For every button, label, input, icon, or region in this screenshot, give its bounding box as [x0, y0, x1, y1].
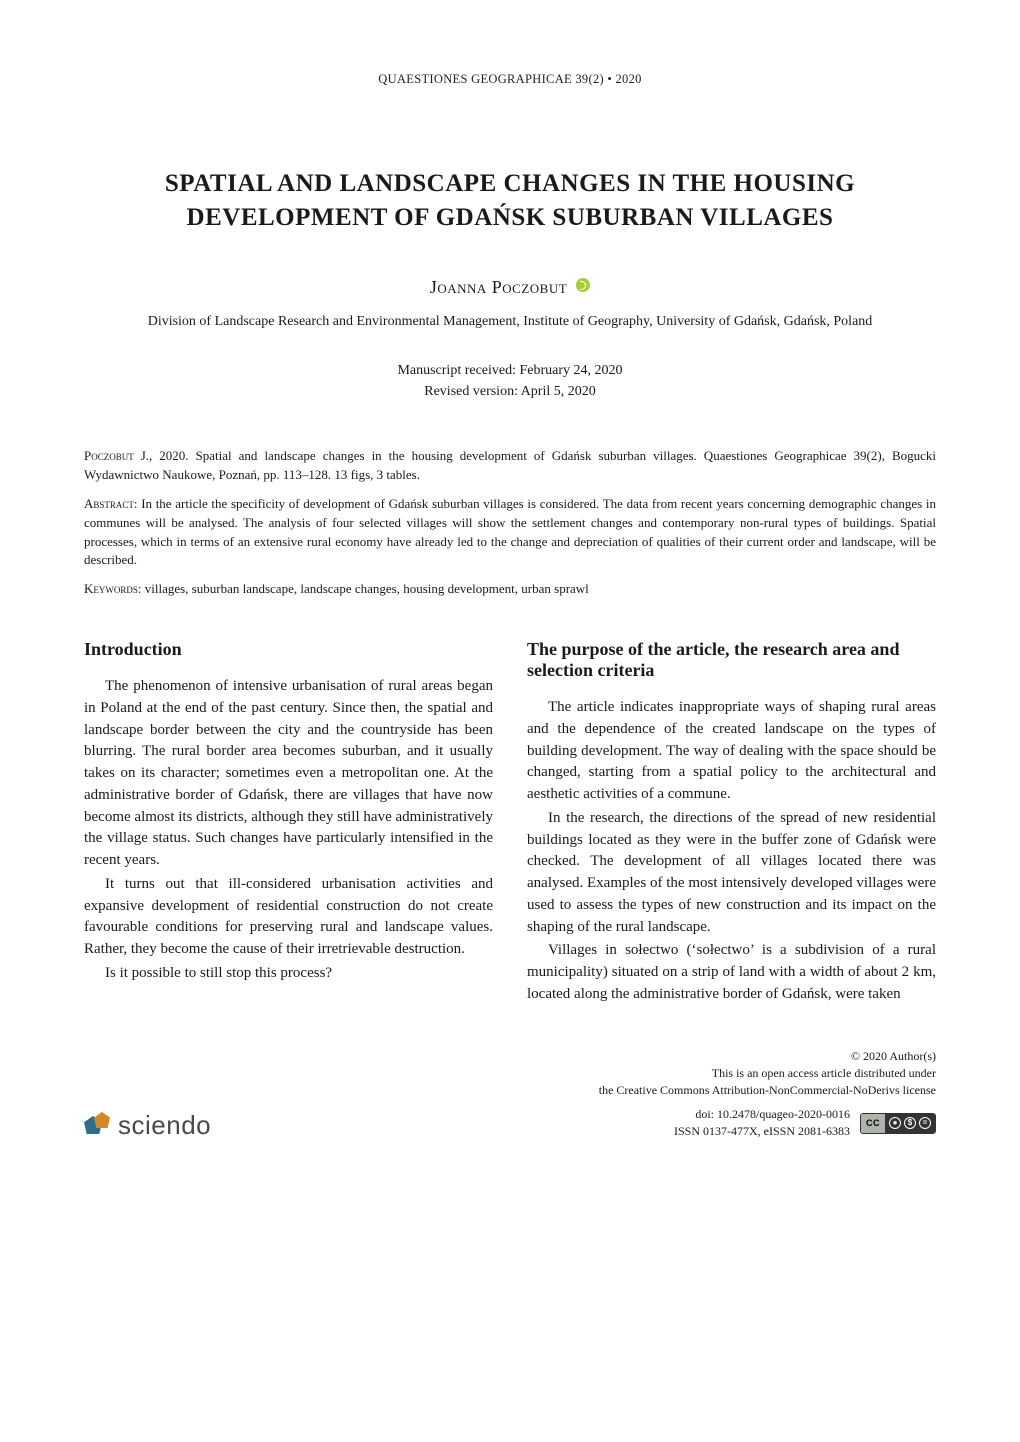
purpose-p1: The article indicates inappropriate ways…	[527, 697, 936, 806]
intro-p1: The phenomenon of intensive urbanisation…	[84, 676, 493, 872]
cc-left: CC	[861, 1114, 885, 1133]
oa-line-1: This is an open access article distribut…	[599, 1065, 936, 1082]
citation-line: Poczobut J., 2020. Spatial and landscape…	[84, 447, 936, 485]
abstract-block: Poczobut J., 2020. Spatial and landscape…	[84, 447, 936, 599]
issn: ISSN 0137-477X, eISSN 2081-6383	[674, 1123, 850, 1140]
intro-p3: Is it possible to still stop this proces…	[84, 963, 493, 985]
author-line: Joanna Poczobut	[84, 277, 936, 298]
paper-title: SPATIAL AND LANDSCAPE CHANGES IN THE HOU…	[104, 167, 916, 235]
cc-nc-icon: $	[904, 1117, 916, 1129]
abstract-text: : In the article the specificity of deve…	[84, 496, 936, 568]
oa-line-2: the Creative Commons Attribution-NonComm…	[599, 1082, 936, 1099]
doi: doi: 10.2478/quageo-2020-0016	[674, 1106, 850, 1123]
two-column-body: Introduction The phenomenon of intensive…	[84, 639, 936, 1008]
page-footer: sciendo © 2020 Author(s) This is an open…	[84, 1048, 936, 1141]
cc-nd-icon: =	[919, 1117, 931, 1129]
keywords-label: Keywords	[84, 581, 138, 596]
keywords-paragraph: Keywords: villages, suburban landscape, …	[84, 580, 936, 599]
affiliation: Division of Landscape Research and Envir…	[144, 312, 876, 332]
author-name: Joanna Poczobut	[430, 277, 567, 297]
keywords-text: : villages, suburban landscape, landscap…	[138, 581, 589, 596]
footer-right: © 2020 Author(s) This is an open access …	[599, 1048, 936, 1141]
purpose-p3: Villages in sołectwo (‘sołectwo’ is a su…	[527, 940, 936, 1005]
orcid-icon[interactable]	[576, 278, 590, 292]
section-heading-purpose: The purpose of the article, the research…	[527, 639, 936, 681]
doi-row: doi: 10.2478/quageo-2020-0016 ISSN 0137-…	[599, 1106, 936, 1141]
cc-badge[interactable]: CC ● $ =	[860, 1113, 936, 1134]
publisher-brand: sciendo	[84, 1110, 211, 1141]
sciendo-icon	[84, 1112, 110, 1138]
copyright-line: © 2020 Author(s)	[599, 1048, 936, 1065]
citation-author: Poczobut	[84, 448, 134, 463]
intro-p2: It turns out that ill-considered urbanis…	[84, 874, 493, 961]
date-revised: Revised version: April 5, 2020	[84, 381, 936, 403]
left-column: Introduction The phenomenon of intensive…	[84, 639, 493, 1008]
abstract-label: Abstract	[84, 496, 134, 511]
manuscript-dates: Manuscript received: February 24, 2020 R…	[84, 360, 936, 403]
cc-right: ● $ =	[885, 1114, 935, 1133]
sciendo-word: sciendo	[118, 1110, 211, 1141]
citation-rest: J., 2020. Spatial and landscape changes …	[84, 448, 936, 482]
running-head: QUAESTIONES GEOGRAPHICAE 39(2) • 2020	[84, 72, 936, 87]
section-heading-introduction: Introduction	[84, 639, 493, 660]
cc-by-icon: ●	[889, 1117, 901, 1129]
purpose-p2: In the research, the directions of the s…	[527, 808, 936, 939]
abstract-paragraph: Abstract: In the article the specificity…	[84, 495, 936, 570]
right-column: The purpose of the article, the research…	[527, 639, 936, 1008]
date-received: Manuscript received: February 24, 2020	[84, 360, 936, 382]
